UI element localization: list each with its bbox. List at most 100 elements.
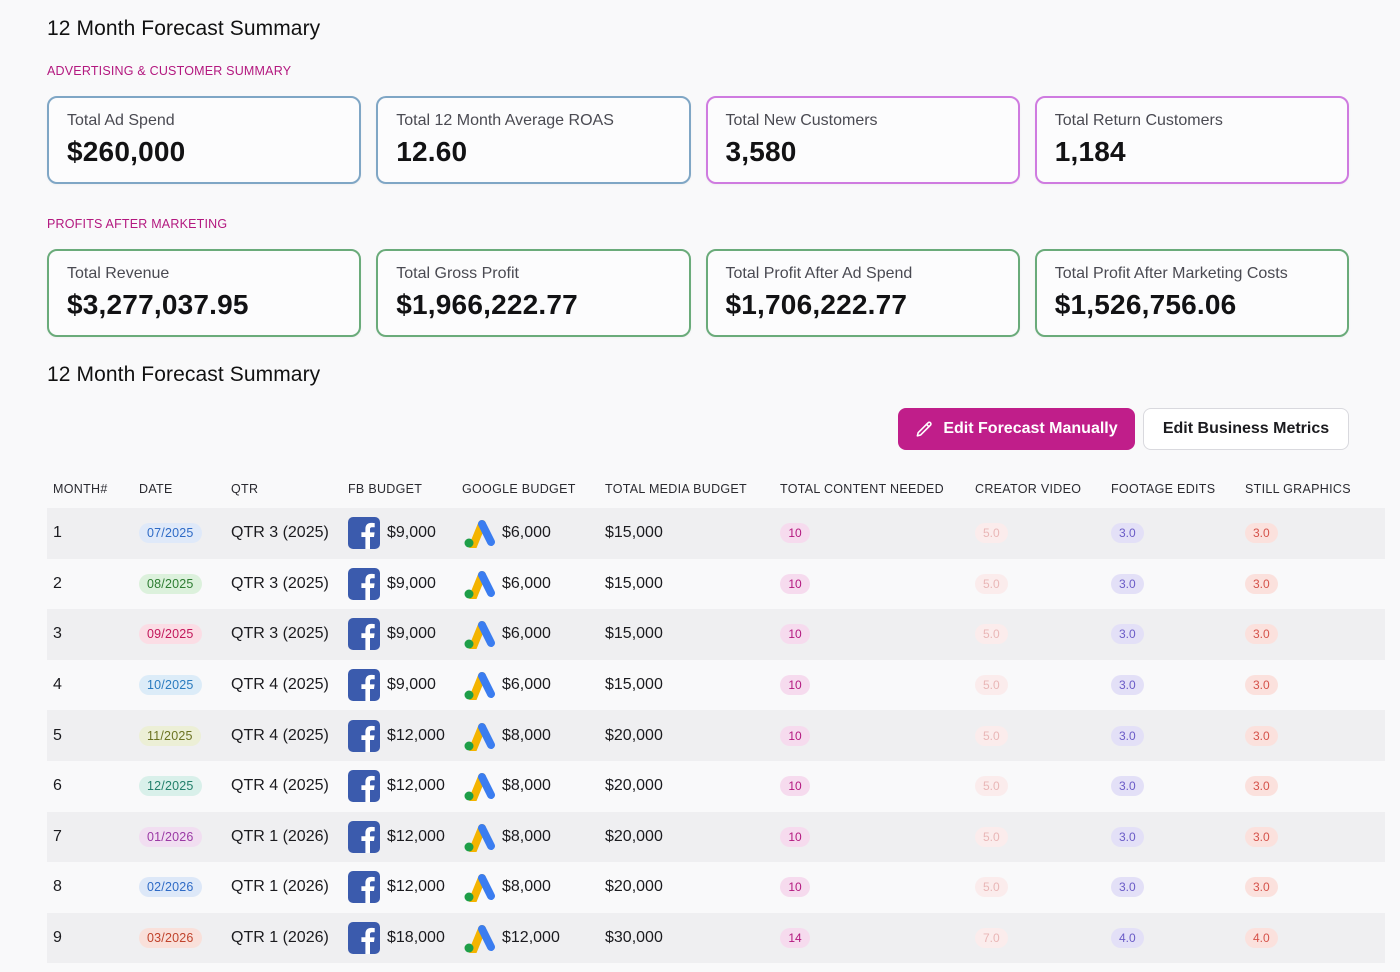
- quarter-cell: QTR 1 (2026): [231, 827, 329, 845]
- date-badge: 08/2025: [139, 573, 202, 594]
- total-media-budget-cell: $20,000: [605, 726, 663, 744]
- date-cell: 08/2025: [139, 573, 231, 594]
- card-value: $1,526,756.06: [1054, 289, 1237, 320]
- facebook-icon: [348, 669, 380, 702]
- footage-edits-cell: 3.0: [1111, 624, 1245, 645]
- total-media-budget-cell: $20,000: [605, 777, 663, 795]
- facebook-icon: [348, 871, 380, 904]
- footage-edits-badge: 3.0: [1111, 573, 1144, 594]
- creator-video-badge: 5.0: [975, 776, 1008, 797]
- fb-budget-value: $12,000: [387, 726, 445, 744]
- content-needed-badge: 10: [780, 826, 810, 847]
- content-needed-cell: 10: [780, 877, 975, 898]
- average-roas-card: Total 12 Month Average ROAS 12.60: [376, 96, 691, 184]
- still-graphics-cell: 3.0: [1245, 624, 1385, 645]
- google-budget-cell: $8,000: [462, 771, 605, 802]
- google-ads-icon: [464, 520, 495, 549]
- header-footage-edits: FOOTAGE EDITS: [1111, 482, 1216, 496]
- google-budget-cell: $6,000: [462, 518, 605, 549]
- footage-edits-badge: 4.0: [1111, 928, 1144, 949]
- fb-budget-cell: $12,000: [348, 820, 462, 853]
- new-customers-card: Total New Customers 3,580: [705, 96, 1020, 184]
- google-budget-value: $6,000: [502, 524, 551, 542]
- quarter-cell: QTR 3 (2025): [231, 524, 329, 542]
- fb-budget-cell: $12,000: [348, 871, 462, 904]
- card-value: $260,000: [67, 136, 186, 167]
- fb-budget-cell: $9,000: [348, 669, 462, 702]
- fb-budget-cell: $18,000: [348, 922, 462, 955]
- content-needed-badge: 10: [780, 776, 810, 797]
- month-number: 4: [53, 676, 62, 694]
- card-label: Total Profit After Ad Spend: [725, 265, 913, 282]
- google-ads-icon: [464, 773, 495, 802]
- date-badge: 01/2026: [139, 826, 202, 847]
- creator-video-cell: 5.0: [975, 776, 1111, 797]
- table-row: 7 01/2026 QTR 1 (2026) $12,000 $8,000 $2…: [47, 811, 1385, 863]
- fb-budget-cell: $9,000: [348, 567, 462, 600]
- content-needed-cell: 10: [780, 826, 975, 847]
- google-budget-cell: $8,000: [462, 721, 605, 751]
- footage-edits-cell: 3.0: [1111, 523, 1245, 544]
- footage-edits-badge: 3.0: [1111, 826, 1144, 847]
- creator-video-cell: 5.0: [975, 624, 1111, 645]
- fb-budget-cell: $9,000: [348, 618, 462, 651]
- profit-summary-cards: Total Revenue $3,277,037.95 Total Gross …: [47, 249, 1349, 337]
- google-budget-value: $6,000: [502, 574, 551, 592]
- date-badge: 03/2026: [139, 928, 202, 949]
- footage-edits-cell: 3.0: [1111, 776, 1245, 797]
- date-cell: 02/2026: [139, 877, 231, 898]
- profit-after-marketing-card: Total Profit After Marketing Costs $1,52…: [1034, 249, 1349, 337]
- facebook-icon: [348, 567, 380, 600]
- table-row: 6 12/2025 QTR 4 (2025) $12,000 $8,000 $2…: [47, 761, 1385, 812]
- forecast-title: 12 Month Forecast Summary: [47, 363, 321, 386]
- still-graphics-cell: 3.0: [1245, 523, 1385, 544]
- facebook-icon: [348, 820, 380, 853]
- creator-video-cell: 5.0: [975, 877, 1111, 898]
- return-customers-card: Total Return Customers 1,184: [1034, 96, 1349, 184]
- header-creator-video: CREATOR VIDEO: [975, 482, 1082, 496]
- google-ads-icon: [464, 621, 495, 650]
- quarter-cell: QTR 4 (2025): [231, 726, 329, 744]
- google-ads-icon: [464, 722, 495, 751]
- table-row: 4 10/2025 QTR 4 (2025) $9,000 $6,000 $15…: [47, 660, 1385, 711]
- google-budget-value: $6,000: [502, 625, 551, 643]
- google-budget-cell: $6,000: [462, 670, 605, 701]
- content-needed-cell: 10: [780, 624, 975, 645]
- header-still-graphics: STILL GRAPHICS: [1245, 482, 1351, 496]
- ad-section-label: ADVERTISING & CUSTOMER SUMMARY: [47, 64, 292, 78]
- fb-budget-value: $9,000: [387, 524, 436, 542]
- page-title: 12 Month Forecast Summary: [47, 17, 321, 40]
- still-graphics-cell: 3.0: [1245, 573, 1385, 594]
- month-number: 3: [53, 625, 62, 643]
- fb-budget-value: $12,000: [387, 827, 445, 845]
- facebook-icon: [348, 618, 380, 651]
- date-badge: 11/2025: [139, 725, 201, 746]
- table-row: 9 03/2026 QTR 1 (2026) $18,000 $12,000 $…: [47, 912, 1385, 964]
- google-budget-cell: $8,000: [462, 872, 605, 903]
- edit-business-metrics-button[interactable]: Edit Business Metrics: [1143, 408, 1349, 450]
- quarter-cell: QTR 4 (2025): [231, 777, 329, 795]
- google-budget-value: $12,000: [502, 929, 560, 947]
- date-cell: 01/2026: [139, 826, 231, 847]
- month-number: 1: [53, 524, 62, 542]
- total-media-budget-cell: $15,000: [605, 574, 663, 592]
- date-badge: 09/2025: [139, 624, 202, 645]
- card-label: Total 12 Month Average ROAS: [396, 112, 614, 129]
- google-budget-cell: $8,000: [462, 822, 605, 852]
- creator-video-cell: 5.0: [975, 523, 1111, 544]
- content-needed-badge: 10: [780, 725, 810, 746]
- edit-forecast-manually-button[interactable]: Edit Forecast Manually: [898, 408, 1135, 450]
- google-ads-icon: [464, 570, 495, 599]
- date-cell: 03/2026: [139, 928, 231, 949]
- google-ads-icon: [464, 823, 495, 852]
- total-media-budget-cell: $20,000: [605, 827, 663, 845]
- quarter-cell: QTR 3 (2025): [231, 625, 329, 643]
- still-graphics-badge: 3.0: [1245, 826, 1278, 847]
- still-graphics-cell: 3.0: [1245, 675, 1385, 696]
- date-cell: 07/2025: [139, 523, 231, 544]
- still-graphics-badge: 3.0: [1245, 725, 1278, 746]
- footage-edits-badge: 3.0: [1111, 725, 1144, 746]
- still-graphics-badge: 3.0: [1245, 624, 1278, 645]
- ad-summary-cards: Total Ad Spend $260,000 Total 12 Month A…: [47, 96, 1349, 184]
- card-value: $1,706,222.77: [725, 289, 908, 320]
